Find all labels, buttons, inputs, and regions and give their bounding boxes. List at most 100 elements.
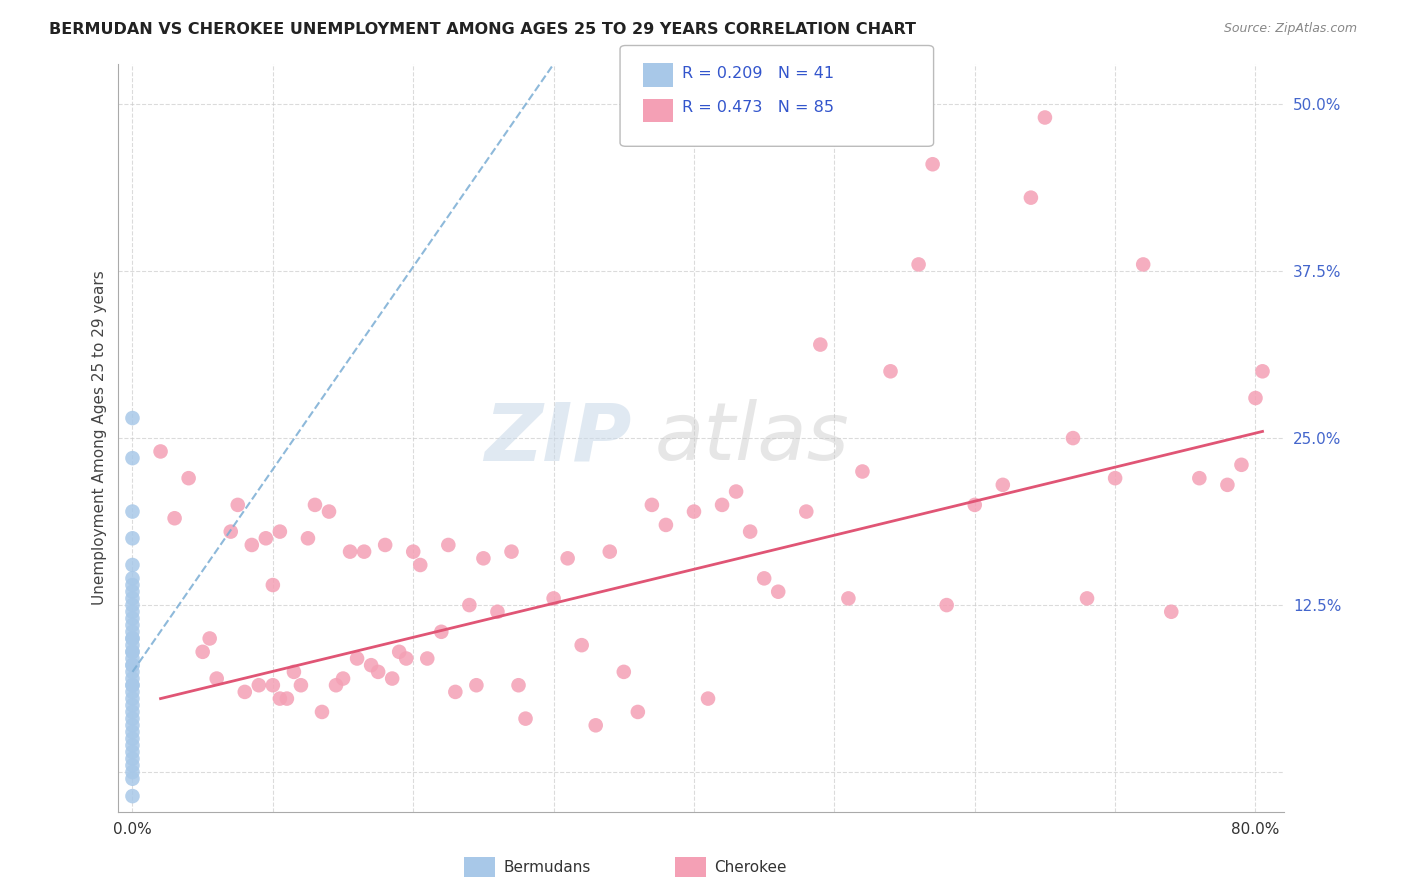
Point: [346, 651, 368, 665]
Point: [437, 538, 460, 552]
Point: [121, 645, 143, 659]
Point: [935, 598, 957, 612]
Point: [121, 658, 143, 673]
Point: [121, 678, 143, 692]
Point: [740, 524, 762, 539]
Point: [416, 651, 439, 665]
Point: [121, 752, 143, 766]
Point: [233, 685, 256, 699]
Point: [163, 511, 186, 525]
Point: [991, 478, 1014, 492]
Point: [121, 598, 143, 612]
Point: [613, 665, 636, 679]
Point: [766, 584, 789, 599]
Point: [1160, 605, 1182, 619]
Point: [683, 505, 706, 519]
Point: [1230, 458, 1253, 472]
Point: [254, 531, 277, 545]
Point: [1216, 478, 1239, 492]
Point: [543, 591, 565, 606]
Point: [121, 624, 143, 639]
Point: [121, 611, 143, 625]
Point: [149, 444, 172, 458]
Point: [219, 524, 242, 539]
Point: [339, 544, 361, 558]
Point: [409, 558, 432, 572]
Point: [508, 678, 530, 692]
Point: [711, 498, 734, 512]
Point: [121, 691, 143, 706]
Point: [121, 645, 143, 659]
Point: [121, 558, 143, 572]
Point: [121, 678, 143, 692]
Point: [121, 605, 143, 619]
Point: [121, 632, 143, 646]
Point: [121, 591, 143, 606]
Point: [1251, 364, 1274, 378]
Point: [472, 551, 495, 566]
Point: [754, 571, 776, 585]
Point: [1062, 431, 1084, 445]
Point: [304, 498, 326, 512]
Point: [121, 789, 143, 803]
Point: [465, 678, 488, 692]
Point: [794, 505, 817, 519]
Point: [444, 685, 467, 699]
Point: [641, 498, 664, 512]
Point: [205, 672, 228, 686]
Point: [121, 618, 143, 632]
Point: [121, 772, 143, 786]
Text: R = 0.473   N = 85: R = 0.473 N = 85: [682, 101, 834, 115]
Point: [262, 678, 284, 692]
Point: [121, 731, 143, 746]
Point: [697, 691, 720, 706]
Point: [501, 544, 523, 558]
Point: [1076, 591, 1098, 606]
Point: [311, 705, 333, 719]
Point: [557, 551, 579, 566]
Point: [486, 605, 509, 619]
Point: [121, 584, 143, 599]
Point: [725, 484, 748, 499]
Text: R = 0.209   N = 41: R = 0.209 N = 41: [682, 66, 834, 80]
Point: [121, 665, 143, 679]
Point: [121, 531, 143, 545]
Point: [290, 678, 312, 692]
Point: [121, 718, 143, 732]
Point: [515, 712, 537, 726]
Point: [121, 578, 143, 592]
Point: [655, 517, 678, 532]
Point: [121, 571, 143, 585]
Point: [276, 691, 298, 706]
Point: [121, 685, 143, 699]
Point: [240, 538, 263, 552]
Text: Source: ZipAtlas.com: Source: ZipAtlas.com: [1223, 22, 1357, 36]
Point: [395, 651, 418, 665]
Point: [121, 632, 143, 646]
Point: [458, 598, 481, 612]
Point: [121, 705, 143, 719]
Point: [121, 638, 143, 652]
Point: [121, 698, 143, 713]
Point: [381, 672, 404, 686]
Point: [283, 665, 305, 679]
Point: [121, 672, 143, 686]
Point: [121, 505, 143, 519]
Point: [963, 498, 986, 512]
Point: [262, 578, 284, 592]
Point: [121, 725, 143, 739]
Point: [269, 524, 291, 539]
Text: BERMUDAN VS CHEROKEE UNEMPLOYMENT AMONG AGES 25 TO 29 YEARS CORRELATION CHART: BERMUDAN VS CHEROKEE UNEMPLOYMENT AMONG …: [49, 22, 917, 37]
Text: Cherokee: Cherokee: [714, 860, 787, 874]
Point: [226, 498, 249, 512]
Text: atlas: atlas: [654, 399, 849, 477]
Point: [1033, 111, 1056, 125]
Point: [121, 758, 143, 772]
Point: [121, 739, 143, 753]
Point: [599, 544, 621, 558]
Point: [388, 645, 411, 659]
Point: [177, 471, 200, 485]
Point: [907, 257, 929, 271]
Point: [851, 465, 873, 479]
Point: [360, 658, 382, 673]
